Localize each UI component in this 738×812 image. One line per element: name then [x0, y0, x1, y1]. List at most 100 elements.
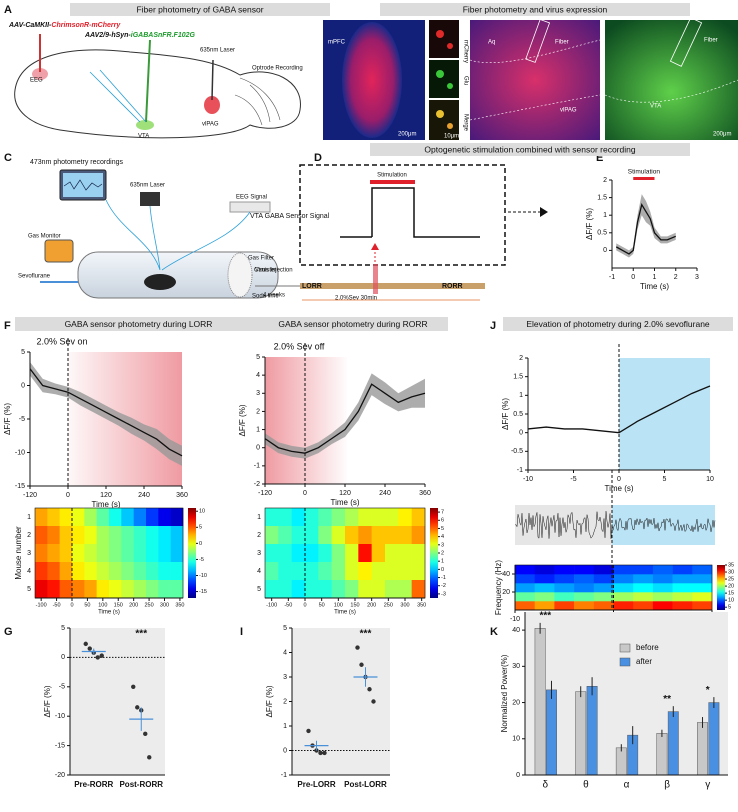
colorbar-label: -1: [441, 575, 446, 581]
y-tick-label: -1: [517, 467, 523, 474]
heat-cell: [534, 565, 555, 575]
heat-cell: [96, 562, 110, 581]
heat-cell: [692, 574, 713, 584]
heat-cell: [47, 562, 60, 581]
x-tick-label: Pre-RORR: [74, 780, 113, 789]
shaded-region: [265, 357, 347, 484]
heat-cell: [84, 526, 97, 545]
heat-cell: [72, 544, 85, 563]
bar: [697, 722, 708, 776]
heat-cell: [331, 580, 346, 599]
y-tick-label: 0.5: [513, 411, 523, 418]
heat-cell: [47, 580, 60, 599]
data-point: [83, 641, 88, 647]
y-tick-label: -15: [15, 483, 25, 490]
x-tick-label: 3: [695, 274, 699, 281]
heat-cell: [278, 526, 292, 545]
shaded-region: [619, 358, 710, 470]
heat-cell: [278, 580, 292, 599]
panel-a: Fiber photometry of GABA sensor AAV-CaMK…: [8, 3, 330, 140]
row-label: 3: [257, 550, 261, 557]
x-tick-label: 150: [114, 602, 123, 608]
data-point: [99, 653, 104, 658]
heat-cell: [534, 583, 555, 593]
panel-d: Optogenetic stimulation combined with se…: [250, 143, 690, 302]
chart-title: GABA sensor photometry during RORR: [278, 319, 427, 329]
x-tick-label: 120: [339, 490, 351, 497]
x-tick-label: Pre-LORR: [297, 780, 335, 789]
colorbar-label: 10: [728, 598, 734, 604]
heat-cell: [633, 565, 654, 575]
timeline: [300, 283, 485, 289]
colorbar-label: 5: [728, 605, 731, 611]
heat-cell: [170, 580, 184, 599]
eeg-amp: [229, 201, 271, 213]
significance: **: [663, 694, 671, 705]
line: [527, 385, 711, 434]
heat-cell: [265, 508, 279, 527]
y-tick-label: 0.5: [597, 230, 607, 237]
heat-cell: [574, 565, 595, 575]
heat-cell: [385, 526, 399, 545]
heat-cell: [593, 583, 614, 593]
y-tick-label: 1: [603, 212, 607, 219]
x-tick-label: 0: [631, 274, 635, 281]
data-point: [359, 662, 364, 667]
label: Merge: [462, 114, 468, 132]
heat-cell: [515, 592, 535, 602]
x-tick-label: 360: [176, 492, 188, 499]
heat-cell: [574, 601, 595, 611]
colorbar-label: -10: [199, 573, 207, 579]
colorbar: [188, 508, 196, 598]
significance: ***: [360, 629, 372, 640]
y-tick-label: 4: [256, 372, 260, 379]
heat-cell: [652, 583, 673, 593]
heat-cell: [554, 574, 575, 584]
y-tick-label: -20: [55, 772, 65, 779]
panel-label: G: [4, 626, 13, 638]
heat-cell: [47, 544, 60, 563]
y-tick-label: 1.5: [597, 194, 607, 201]
y-tick-label: -5: [19, 416, 25, 423]
heat-cell: [633, 592, 654, 602]
label: VTA: [650, 104, 661, 110]
x-tick-label: 360: [419, 490, 431, 497]
label: EEG: [30, 78, 43, 84]
y-tick-label: 1: [519, 392, 523, 399]
panel-label: E: [596, 152, 603, 164]
label: Aq: [488, 40, 495, 46]
header-box: [503, 317, 733, 331]
x-tick-label: -120: [23, 492, 37, 499]
heat-cell: [652, 565, 673, 575]
heat-cell: [345, 544, 359, 563]
x-tick-label: Post-RORR: [119, 780, 163, 789]
micrograph: [429, 20, 459, 58]
label: 2.0%Sev 30min: [335, 296, 377, 302]
heat-cell: [633, 583, 654, 593]
y-tick-label: 1: [256, 426, 260, 433]
row-label: 2: [257, 532, 261, 539]
heat-cell: [96, 526, 110, 545]
pulse: [340, 187, 480, 238]
heat-cell: [305, 544, 319, 563]
label: Fiber: [704, 38, 718, 44]
heat-cell: [278, 544, 292, 563]
heat-cell: [613, 574, 634, 584]
line: [264, 383, 426, 454]
panel-label: I: [240, 626, 243, 638]
heat-cell: [96, 508, 110, 527]
heat-cell: [554, 583, 575, 593]
data-point: [318, 750, 323, 756]
heat-cell: [96, 544, 110, 563]
heat-cell: [633, 574, 654, 584]
laser-box: [140, 192, 160, 206]
x-tick-label: Post-LORR: [344, 780, 387, 789]
y-tick-label: -2: [254, 481, 260, 488]
x-tick-label: 1: [653, 274, 657, 281]
heat-cell: [47, 526, 60, 545]
heat-cell: [146, 562, 159, 581]
colorbar-label: 0: [199, 541, 202, 547]
heat-cell: [318, 508, 332, 527]
micrograph-signal: [342, 22, 402, 138]
cerebellum: [234, 77, 281, 126]
